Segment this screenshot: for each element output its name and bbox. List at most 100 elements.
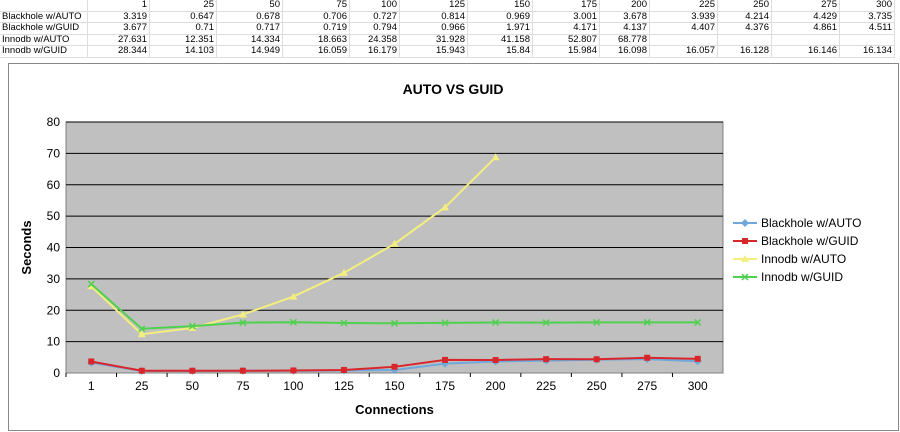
x-tick-label: 150 xyxy=(384,379,404,393)
sheet-cell[interactable]: 125 xyxy=(399,0,468,12)
sheet-cell[interactable]: 4.171 xyxy=(532,22,600,35)
sheet-cell[interactable]: 68.778 xyxy=(599,34,650,46)
data-point xyxy=(391,363,398,370)
sheet-cell[interactable]: 3.735 xyxy=(839,11,895,23)
sheet-cell[interactable]: 24.358 xyxy=(349,34,400,46)
sheet-cell[interactable]: 4.137 xyxy=(599,22,650,35)
sheet-cell[interactable]: 15.84 xyxy=(467,45,533,58)
sheet-cell[interactable]: 4.429 xyxy=(771,11,840,23)
sheet-cell[interactable]: 4.376 xyxy=(717,22,772,35)
data-point xyxy=(694,355,701,362)
sheet-cell[interactable]: 0.71 xyxy=(149,22,217,35)
x-tick-label: 250 xyxy=(587,379,607,393)
sheet-row: Innodb w/GUID 28.344 14.103 14.949 16.059 16.… xyxy=(0,45,895,58)
sheet-cell[interactable]: 3.319 xyxy=(87,11,150,23)
data-point xyxy=(390,319,399,327)
data-point xyxy=(239,319,247,327)
sheet-cell[interactable]: 12.351 xyxy=(149,34,217,46)
sheet-cell[interactable]: 16.128 xyxy=(717,45,772,58)
sheet-cell[interactable]: 175 xyxy=(532,0,600,12)
sheet-cell[interactable]: 0.966 xyxy=(399,22,468,35)
sheet-cell[interactable]: 0.814 xyxy=(399,11,468,23)
sheet-cell[interactable]: 3.677 xyxy=(87,22,150,35)
sheet-cell[interactable]: 0.969 xyxy=(467,11,533,23)
data-point xyxy=(138,325,146,333)
sheet-cell[interactable]: 0.727 xyxy=(349,11,400,23)
chart-container[interactable]: 0 10 20 30 40 50 60 70 80 1 25 50 75 100 125 150 175 200 2… xyxy=(8,63,899,431)
data-point xyxy=(542,319,550,327)
sheet-cell[interactable]: 18.663 xyxy=(282,34,350,46)
data-point xyxy=(340,319,348,327)
sheet-cell[interactable]: 25 xyxy=(149,0,217,12)
sheet-cell[interactable]: 16.098 xyxy=(599,45,650,58)
x-tick-label: 300 xyxy=(688,379,708,393)
sheet-cell[interactable]: 16.059 xyxy=(282,45,350,58)
sheet-cell[interactable]: 14.103 xyxy=(149,45,217,58)
data-point xyxy=(442,356,449,363)
x-tick-label: 125 xyxy=(334,379,354,393)
sheet-cell[interactable]: 31.928 xyxy=(399,34,468,46)
sheet-cell[interactable]: 4.407 xyxy=(649,22,718,35)
sheet-cell[interactable]: 275 xyxy=(771,0,840,12)
sheet-cell[interactable]: 0.719 xyxy=(282,22,350,35)
data-point xyxy=(339,268,348,276)
y-tick-label: 10 xyxy=(47,335,61,349)
sheet-cell[interactable]: 16.134 xyxy=(839,45,895,58)
sheet-cell[interactable]: 300 xyxy=(839,0,895,12)
sheet-cell[interactable]: 27.631 xyxy=(87,34,150,46)
sheet-cell[interactable]: Innodb w/AUTO xyxy=(0,34,88,46)
sheet-cell[interactable]: 225 xyxy=(649,0,718,12)
x-tick-label: 275 xyxy=(637,379,657,393)
y-tick-label: 80 xyxy=(47,115,61,129)
sheet-cell[interactable] xyxy=(771,34,840,46)
sheet-cell[interactable]: 75 xyxy=(282,0,350,12)
data-point xyxy=(88,358,95,365)
sheet-cell[interactable]: 16.146 xyxy=(771,45,840,58)
sheet-cell[interactable]: 15.943 xyxy=(399,45,468,58)
sheet-cell[interactable]: Blackhole w/AUTO xyxy=(0,11,88,23)
sheet-cell[interactable]: 41.158 xyxy=(467,34,533,46)
sheet-cell[interactable]: 100 xyxy=(349,0,400,12)
sheet-cell[interactable]: 16.057 xyxy=(649,45,718,58)
sheet-cell[interactable]: 3.678 xyxy=(599,11,650,23)
sheet-cell[interactable]: 0.717 xyxy=(216,22,283,35)
legend-marker xyxy=(741,255,749,262)
legend-label: Innodb w/GUID xyxy=(761,270,843,284)
data-point xyxy=(239,367,246,374)
sheet-cell[interactable]: 28.344 xyxy=(87,45,150,58)
sheet-cell[interactable]: 0.706 xyxy=(282,11,350,23)
data-point xyxy=(238,310,247,318)
sheet-cell[interactable]: 16.179 xyxy=(349,45,400,58)
sheet-cell[interactable]: 0.647 xyxy=(149,11,217,23)
sheet-cell[interactable]: 14.334 xyxy=(216,34,283,46)
x-tick-label: 1 xyxy=(88,379,95,393)
sheet-cell[interactable]: 0.678 xyxy=(216,11,283,23)
sheet-cell[interactable] xyxy=(0,0,88,12)
sheet-cell[interactable]: 1 xyxy=(87,0,150,12)
sheet-cell[interactable]: Blackhole w/GUID xyxy=(0,22,88,35)
sheet-cell[interactable]: 0.794 xyxy=(349,22,400,35)
data-point xyxy=(390,239,399,247)
sheet-cell[interactable] xyxy=(649,34,718,46)
sheet-cell[interactable]: 52.807 xyxy=(532,34,600,46)
sheet-cell[interactable]: 250 xyxy=(717,0,772,12)
sheet-cell[interactable] xyxy=(717,34,772,46)
sheet-cell[interactable]: 1.971 xyxy=(467,22,533,35)
sheet-cell[interactable]: 3.939 xyxy=(649,11,718,23)
sheet-cell[interactable]: 4.214 xyxy=(717,11,772,23)
sheet-cell[interactable]: 3.001 xyxy=(532,11,600,23)
data-point xyxy=(87,280,95,288)
sheet-cell[interactable] xyxy=(839,34,895,46)
sheet-cell[interactable]: 15.984 xyxy=(532,45,600,58)
sheet-cell[interactable]: 4.861 xyxy=(771,22,840,35)
sheet-cell[interactable]: 200 xyxy=(599,0,650,12)
y-tick-label: 0 xyxy=(53,366,60,380)
sheet-cell[interactable]: Innodb w/GUID xyxy=(0,45,88,58)
y-tick-label: 50 xyxy=(47,209,61,223)
sheet-cell[interactable]: 150 xyxy=(467,0,533,12)
sheet-cell[interactable]: 4.511 xyxy=(839,22,895,35)
x-tick-label: 175 xyxy=(435,379,455,393)
sheet-cell[interactable]: 14.949 xyxy=(216,45,283,58)
sheet-cell[interactable]: 50 xyxy=(216,0,283,12)
